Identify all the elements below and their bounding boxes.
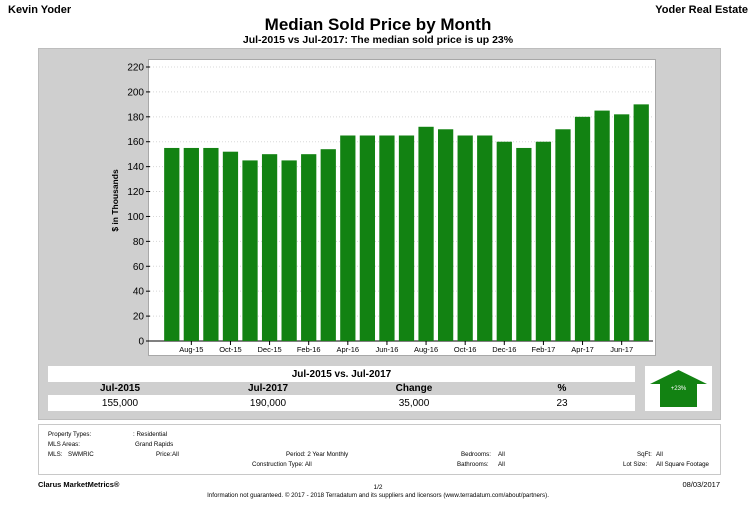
x-tick-label: Dec-15 (257, 345, 281, 354)
change-badge-text: +23% (671, 386, 687, 392)
mls-areas-label: MLS Areas: (48, 441, 80, 448)
footer-disclaimer: Information not guaranteed. © 2017 - 201… (207, 492, 549, 499)
bar-mar-16 (320, 149, 336, 341)
bar-nov-16 (477, 135, 493, 341)
bar-jan-16 (281, 160, 297, 341)
bar-aug-15 (183, 147, 199, 341)
x-tick-label: Apr-16 (337, 345, 360, 354)
x-tick-label: Aug-16 (414, 345, 438, 354)
bathrooms-value: All (498, 461, 505, 468)
bar-dec-16 (496, 141, 512, 341)
bar-feb-17 (535, 141, 552, 341)
bedrooms-label: Bedrooms: (461, 451, 491, 458)
lot-size-value: All Square Footage (656, 461, 709, 468)
bedrooms-value: All (498, 451, 505, 458)
period-value: Period: 2 Year Monthly (286, 451, 349, 458)
bar-nov-15 (242, 160, 258, 341)
bar-jul-17 (633, 104, 649, 341)
mls-areas-value: Grand Rapids (135, 441, 174, 448)
bar-apr-17 (574, 116, 591, 342)
y-tick-label: 80 (133, 237, 145, 248)
y-tick-label: 140 (127, 162, 144, 173)
lot-size-label: Lot Size: (623, 461, 648, 468)
summary-title: Jul-2015 vs. Jul-2017 (291, 369, 392, 380)
agent-name: Kevin Yoder (8, 4, 72, 16)
x-tick-label: Aug-15 (179, 345, 203, 354)
summary-header-row (48, 382, 635, 395)
sqft-value: All (656, 451, 663, 458)
sqft-label: SqFt: (637, 451, 652, 458)
x-tick-label: Oct-15 (219, 345, 242, 354)
bathrooms-label: Bathrooms: (457, 461, 489, 468)
summary-value-end: 190,000 (249, 398, 287, 409)
x-tick-label: Apr-17 (571, 345, 594, 354)
price-value: All (172, 451, 179, 458)
summary-header-change: Change (395, 383, 433, 394)
footer-page-number: 1/2 (373, 484, 383, 491)
x-tick-label: Feb-16 (297, 345, 321, 354)
bar-jan-17 (516, 147, 532, 341)
y-tick-label: 220 (127, 63, 144, 74)
summary-value-percent: 23 (556, 398, 568, 409)
footer-brand: Clarus MarketMetrics® (38, 480, 120, 489)
summary-header-start: Jul-2015 (99, 383, 141, 394)
mls-label: MLS: (48, 451, 63, 458)
bar-sep-15 (203, 147, 219, 341)
x-tick-label: Oct-16 (454, 345, 477, 354)
bar-may-16 (359, 135, 376, 341)
bar-jun-17 (614, 114, 630, 341)
summary-header-end: Jul-2017 (247, 383, 289, 394)
construction-value: Construction Type: All (252, 461, 312, 468)
bar-feb-16 (301, 154, 317, 341)
property-types-value: : Residential (133, 431, 168, 438)
bar-dec-15 (261, 154, 278, 341)
chart-subtitle: Jul-2015 vs Jul-2017: The median sold pr… (242, 34, 514, 46)
bar-jun-16 (379, 135, 395, 341)
x-tick-label: Jun-17 (610, 345, 633, 354)
bar-jul-15 (164, 147, 180, 341)
x-tick-label: Dec-16 (492, 345, 516, 354)
y-tick-label: 160 (127, 137, 144, 148)
change-badge-box: +23% (645, 366, 712, 411)
y-tick-label: 100 (127, 212, 144, 223)
y-tick-label: 40 (133, 287, 145, 298)
chart-title: Median Sold Price by Month (264, 15, 492, 34)
bar-may-17 (594, 110, 610, 341)
mls-value: SWMRIC (68, 451, 94, 458)
x-tick-label: Jun-16 (375, 345, 398, 354)
property-types-label: Property Types: (48, 431, 92, 438)
footer-date: 08/03/2017 (682, 480, 720, 489)
up-arrow-icon: +23% (650, 370, 707, 407)
y-tick-label: 0 (138, 337, 144, 348)
summary-value-change: 35,000 (398, 398, 430, 409)
bar-jul-16 (398, 135, 415, 341)
y-tick-label: 60 (133, 262, 145, 273)
summary-header-percent: % (557, 383, 567, 394)
bar-sep-16 (437, 129, 454, 341)
bar-apr-16 (340, 135, 356, 341)
bar-oct-16 (457, 135, 473, 341)
price-label: Price: (156, 451, 172, 458)
y-tick-label: 120 (127, 187, 144, 198)
bar-mar-17 (555, 129, 571, 341)
y-tick-label: 180 (127, 112, 144, 123)
bar-aug-16 (418, 126, 434, 341)
brokerage-name: Yoder Real Estate (655, 4, 748, 16)
x-tick-label: Feb-17 (532, 345, 556, 354)
criteria-panel (38, 424, 721, 475)
bar-oct-15 (222, 151, 239, 341)
summary-value-start: 155,000 (101, 398, 139, 409)
y-tick-label: 20 (133, 312, 145, 323)
y-tick-label: 200 (127, 87, 144, 98)
y-axis-label: $ in Thousands (110, 169, 120, 232)
